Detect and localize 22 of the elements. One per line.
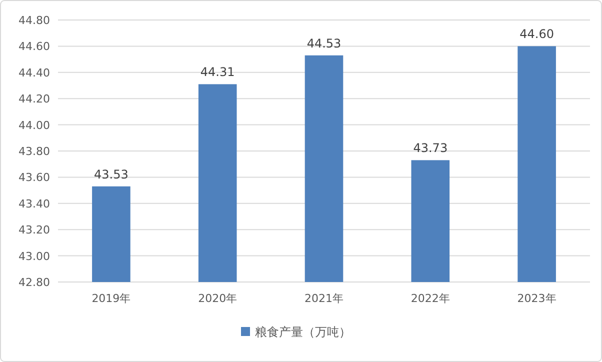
y-tick-label: 44.40 — [18, 66, 50, 80]
y-tick-label: 43.40 — [18, 197, 50, 210]
data-label: 43.53 — [94, 167, 128, 182]
data-label: 44.31 — [200, 65, 235, 80]
data-label: 44.53 — [306, 36, 342, 50]
y-tick-label: 44.60 — [18, 40, 50, 54]
y-tick-label: 44.00 — [18, 118, 50, 132]
y-tick-label: 44.80 — [18, 14, 50, 27]
y-tick-label: 43.80 — [18, 145, 50, 158]
data-label: 43.73 — [413, 141, 448, 156]
y-tick-label: 43.20 — [18, 224, 50, 237]
y-tick-label: 43.00 — [18, 250, 50, 263]
legend-label: 粮食产量（万吨） — [255, 325, 351, 339]
y-tick-label: 44.20 — [18, 92, 50, 106]
y-tick-label: 43.60 — [18, 171, 50, 184]
x-tick-label: 2019年 — [92, 292, 131, 305]
x-tick-label: 2023年 — [517, 292, 556, 305]
data-label: 44.60 — [520, 27, 554, 42]
x-tick-label: 2020年 — [198, 292, 238, 305]
x-tick-label: 2021年 — [304, 292, 344, 305]
y-tick-label: 42.80 — [18, 276, 50, 289]
x-tick-label: 2022年 — [410, 292, 450, 305]
